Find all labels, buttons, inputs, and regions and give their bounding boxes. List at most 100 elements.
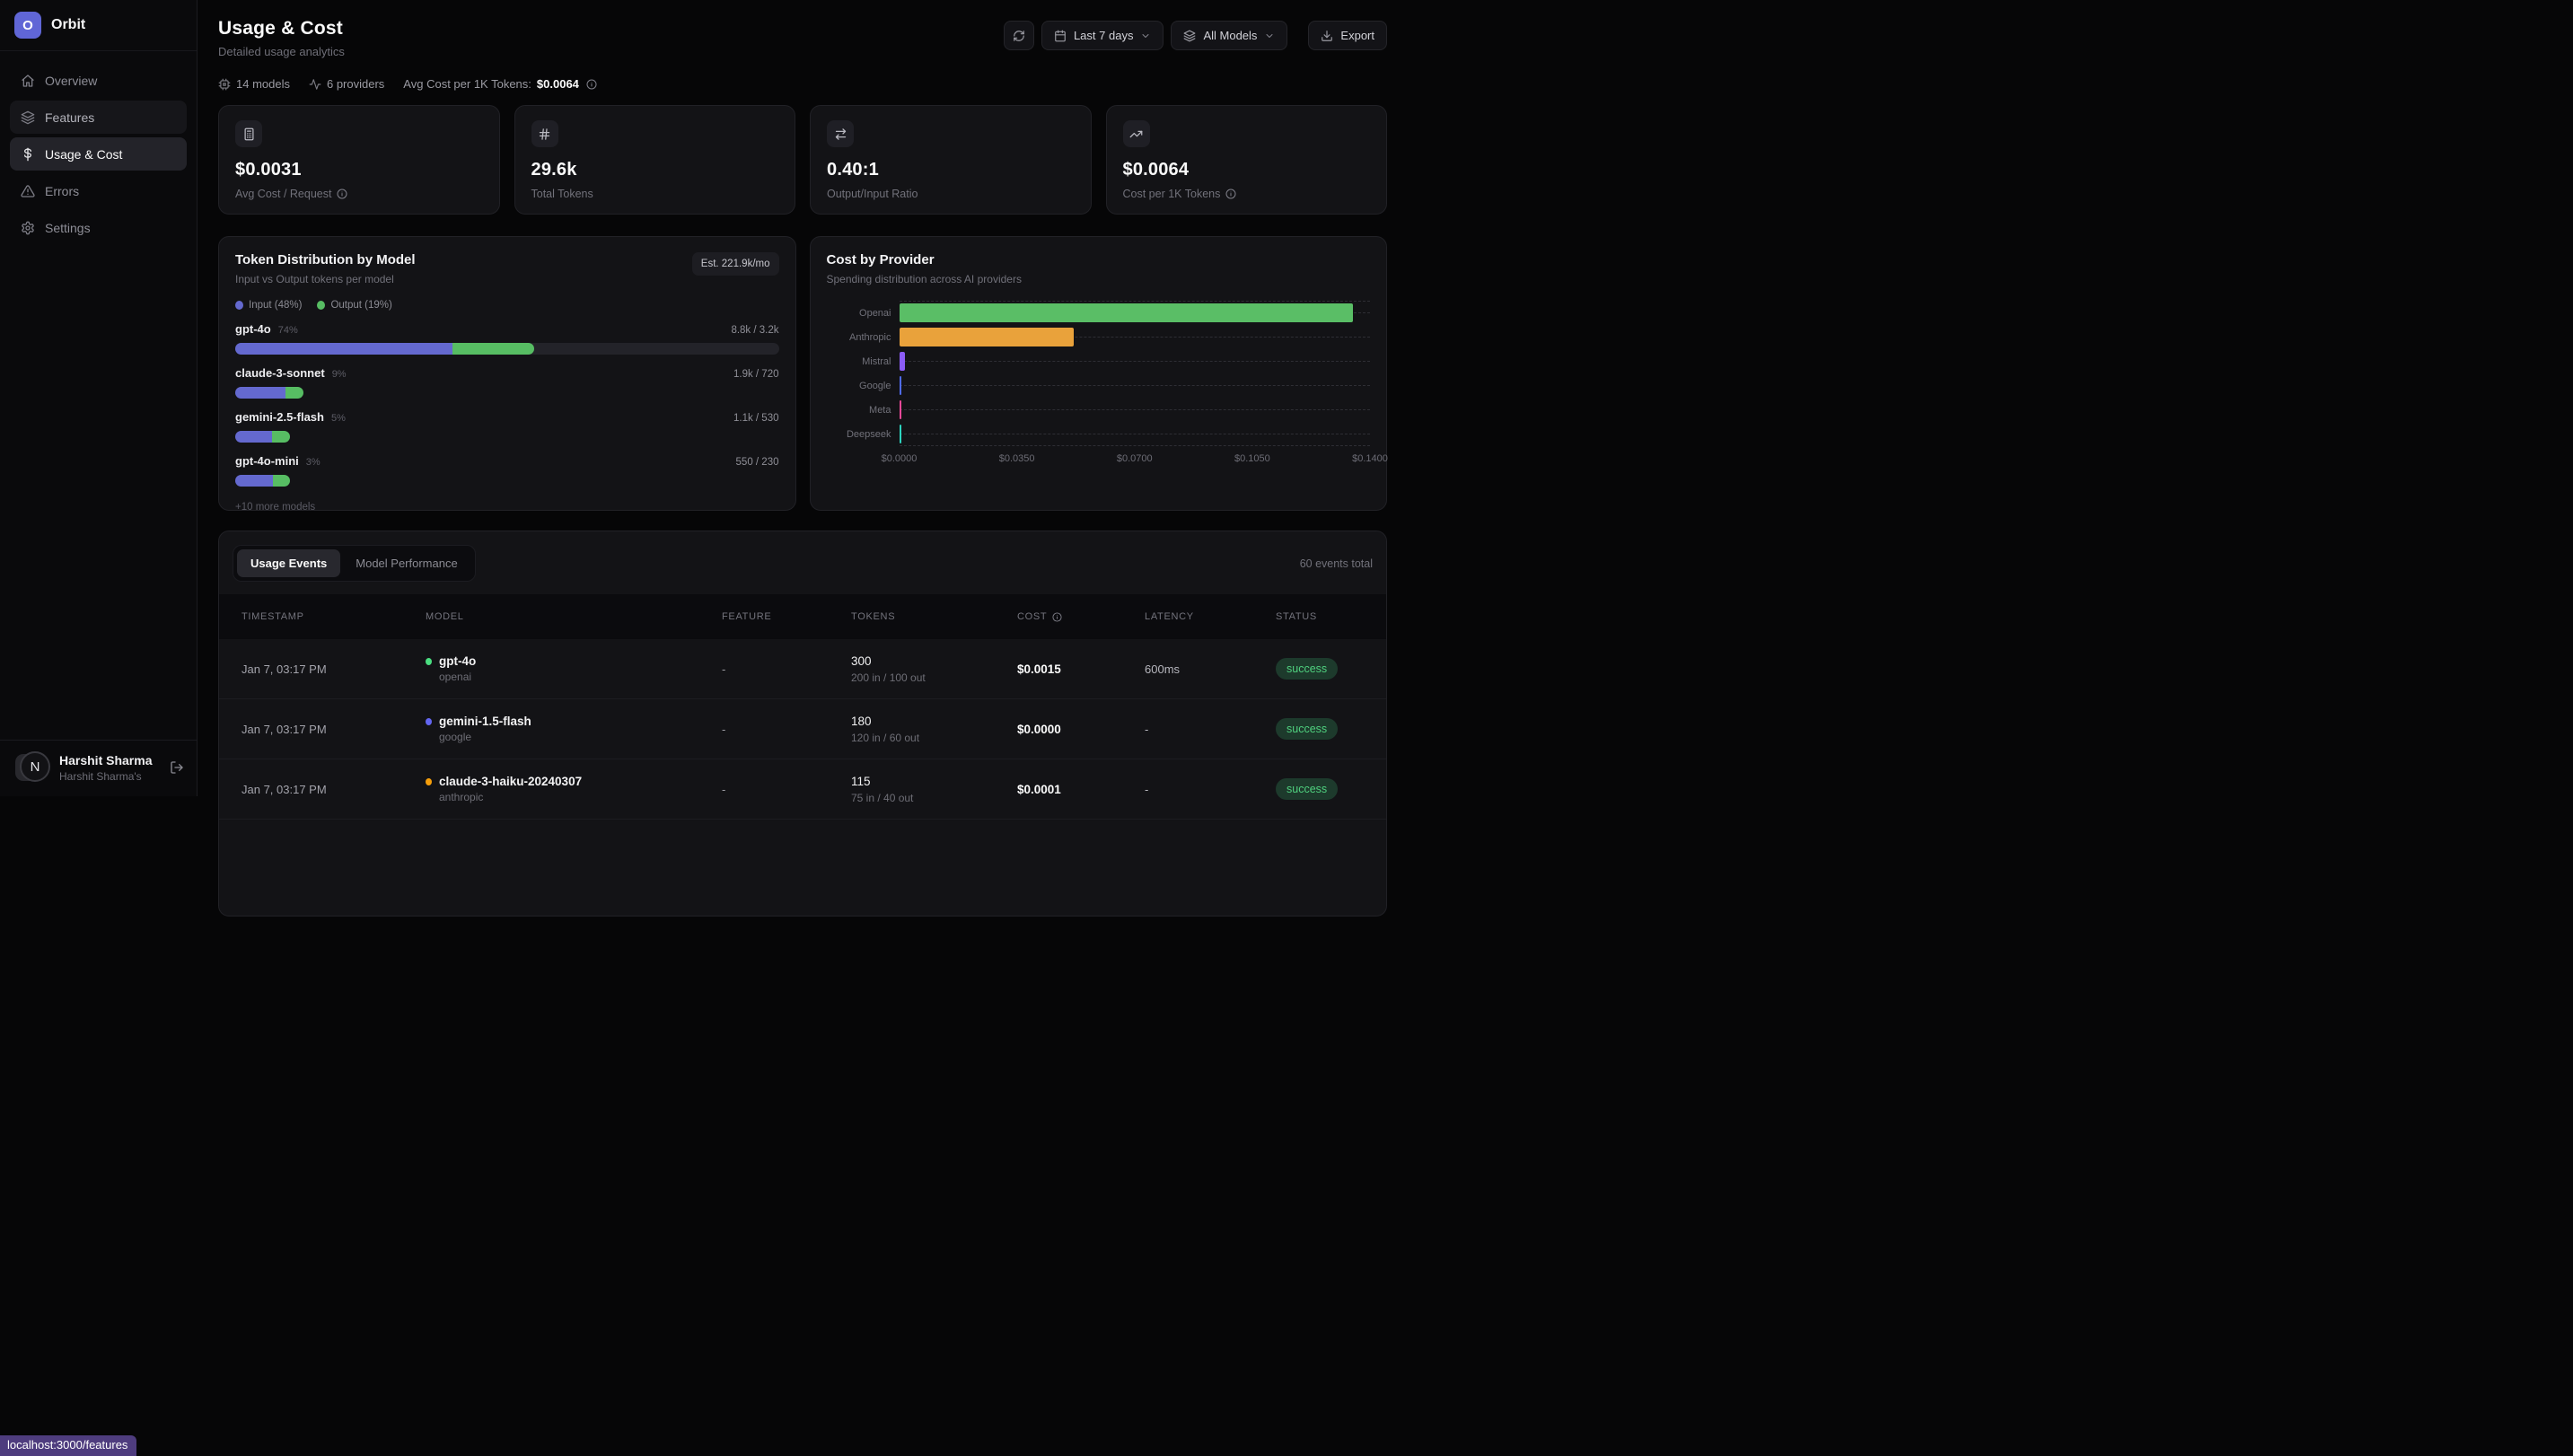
stat-value: 0.40:1 bbox=[827, 160, 879, 180]
column-tokens: TOKENS bbox=[851, 611, 896, 622]
provider-row-mistral: Mistral bbox=[827, 349, 1370, 373]
cell-feature: - bbox=[722, 722, 726, 736]
model-share: 74% bbox=[277, 325, 298, 336]
x-tick: $0.1050 bbox=[1234, 453, 1270, 464]
user-section[interactable]: N Harshit Sharma Harshit Sharma's bbox=[0, 740, 197, 796]
input-segment bbox=[235, 475, 274, 487]
tokens-total: 180 bbox=[851, 714, 872, 728]
cell-timestamp: Jan 7, 03:17 PM bbox=[241, 782, 327, 796]
status-url-bar: localhost:3000/features bbox=[0, 1435, 137, 1456]
summary-line: 14 models 6 providers Avg Cost per 1K To… bbox=[218, 77, 1387, 91]
sidebar-item-overview[interactable]: Overview bbox=[10, 64, 187, 97]
user-name: Harshit Sharma bbox=[59, 752, 153, 767]
tab-model-performance[interactable]: Model Performance bbox=[356, 557, 458, 570]
model-share: 3% bbox=[305, 457, 321, 468]
stat-label: Avg Cost / Request bbox=[235, 188, 483, 200]
export-label: Export bbox=[1340, 29, 1374, 42]
table-row[interactable]: Jan 7, 03:17 PM claude-3-haiku-20240307 … bbox=[219, 759, 1386, 820]
chart-legend: Input (48%) Output (19%) bbox=[235, 300, 779, 311]
gridline bbox=[899, 409, 1370, 410]
page-header-text: Usage & Cost Detailed usage analytics bbox=[218, 18, 345, 58]
token-row-head: gemini-2.5-flash 5% 1.1k / 530 bbox=[235, 410, 779, 424]
stat-label-text: Avg Cost / Request bbox=[235, 188, 332, 200]
x-axis: $0.0000 $0.0350 $0.0700 $0.1050 $0.1400 bbox=[882, 453, 1388, 468]
cell-latency: - bbox=[1145, 782, 1149, 796]
provider-label: Deepseek bbox=[846, 428, 891, 440]
logout-icon[interactable] bbox=[170, 760, 184, 775]
column-feature: FEATURE bbox=[722, 611, 772, 622]
model-name: gpt-4o-mini bbox=[235, 454, 299, 468]
tab-usage-events[interactable]: Usage Events bbox=[237, 549, 341, 577]
token-counts: 550 / 230 bbox=[735, 457, 779, 468]
info-icon bbox=[586, 79, 597, 90]
provider-plot bbox=[899, 422, 1370, 446]
sidebar-item-label: Errors bbox=[45, 183, 80, 198]
token-row-head: claude-3-sonnet 9% 1.9k / 720 bbox=[235, 366, 779, 380]
gridline bbox=[899, 361, 1370, 362]
legend-output: Output (19%) bbox=[317, 300, 392, 311]
stat-label: Output/Input Ratio bbox=[827, 188, 1075, 200]
avatar: N bbox=[15, 751, 51, 784]
tab-group: Usage Events Model Performance bbox=[233, 545, 476, 582]
input-segment bbox=[235, 387, 286, 399]
trending-up-icon bbox=[1122, 120, 1150, 147]
chart-title: Cost by Provider bbox=[826, 252, 935, 268]
table-row[interactable]: Jan 7, 03:17 PM gpt-4o openai - 300 200 … bbox=[219, 639, 1386, 699]
info-icon bbox=[1225, 189, 1236, 199]
legend-label: Input (48%) bbox=[249, 300, 303, 311]
export-button[interactable]: Export bbox=[1308, 21, 1387, 50]
status-badge: success bbox=[1276, 778, 1339, 800]
cell-feature: - bbox=[722, 782, 726, 796]
main-content: Usage & Cost Detailed usage analytics La… bbox=[198, 0, 1408, 917]
refresh-button[interactable] bbox=[1003, 21, 1034, 50]
provider-row-openai: Openai bbox=[827, 301, 1370, 325]
token-counts: 1.1k / 530 bbox=[733, 413, 779, 424]
tokens-total: 115 bbox=[851, 774, 871, 788]
provider-bar bbox=[899, 303, 1354, 322]
input-segment bbox=[235, 431, 273, 443]
sidebar-item-label: Features bbox=[45, 110, 95, 125]
dollar-icon bbox=[21, 147, 35, 162]
table-header: TIMESTAMP MODEL FEATURE TOKENS COST LATE… bbox=[219, 594, 1386, 639]
app-root: O Orbit Overview Features Usage & Cost bbox=[0, 0, 1408, 917]
table-row[interactable]: Jan 7, 03:17 PM gemini-1.5-flash google … bbox=[219, 699, 1386, 759]
sidebar-item-label: Overview bbox=[45, 73, 98, 88]
model-name: gpt-4o bbox=[439, 654, 477, 668]
model-provider: google bbox=[439, 731, 472, 743]
column-status: STATUS bbox=[1276, 611, 1317, 622]
date-range-dropdown[interactable]: Last 7 days bbox=[1041, 21, 1164, 50]
token-row-head: gpt-4o-mini 3% 550 / 230 bbox=[235, 454, 779, 468]
tokens-detail: 200 in / 100 out bbox=[851, 671, 926, 684]
model-name: gemini-1.5-flash bbox=[439, 715, 531, 728]
legend-input: Input (48%) bbox=[235, 300, 302, 311]
provider-plot bbox=[899, 373, 1370, 398]
gridline bbox=[899, 337, 1370, 338]
column-cost-label: COST bbox=[1017, 611, 1048, 622]
provider-label: Google bbox=[859, 380, 891, 391]
stat-cards-row: $0.0031 Avg Cost / Request 29.6k Total T… bbox=[218, 105, 1387, 215]
providers-count: 6 providers bbox=[326, 77, 385, 91]
legend-dot bbox=[235, 301, 243, 310]
legend-label: Output (19%) bbox=[330, 300, 392, 311]
provider-label: Anthropic bbox=[849, 331, 891, 343]
token-model-name: gpt-4o-mini 3% bbox=[235, 454, 321, 468]
token-row-gpt-4o-mini: gpt-4o-mini 3% 550 / 230 bbox=[235, 454, 779, 487]
toolbar: Last 7 days All Models bbox=[1003, 21, 1387, 50]
sidebar-item-settings[interactable]: Settings bbox=[10, 211, 187, 244]
column-timestamp: TIMESTAMP bbox=[241, 611, 304, 622]
token-counts: 1.9k / 720 bbox=[733, 369, 779, 380]
sidebar-item-errors[interactable]: Errors bbox=[10, 174, 187, 207]
sidebar-item-features[interactable]: Features bbox=[10, 101, 187, 134]
sidebar-item-usage-cost[interactable]: Usage & Cost bbox=[10, 137, 187, 171]
stat-label-text: Output/Input Ratio bbox=[827, 188, 918, 200]
cell-status: success bbox=[1276, 658, 1386, 680]
download-icon bbox=[1321, 30, 1333, 42]
sidebar-item-label: Usage & Cost bbox=[45, 146, 123, 162]
stat-label: Total Tokens bbox=[531, 188, 779, 200]
model-filter-dropdown[interactable]: All Models bbox=[1171, 21, 1288, 50]
sidebar: O Orbit Overview Features Usage & Cost bbox=[0, 0, 198, 796]
cell-feature: - bbox=[722, 662, 726, 676]
date-range-value: Last 7 days bbox=[1073, 29, 1134, 42]
stat-card-avg-cost-request: $0.0031 Avg Cost / Request bbox=[218, 105, 500, 215]
model-dot bbox=[426, 777, 432, 785]
